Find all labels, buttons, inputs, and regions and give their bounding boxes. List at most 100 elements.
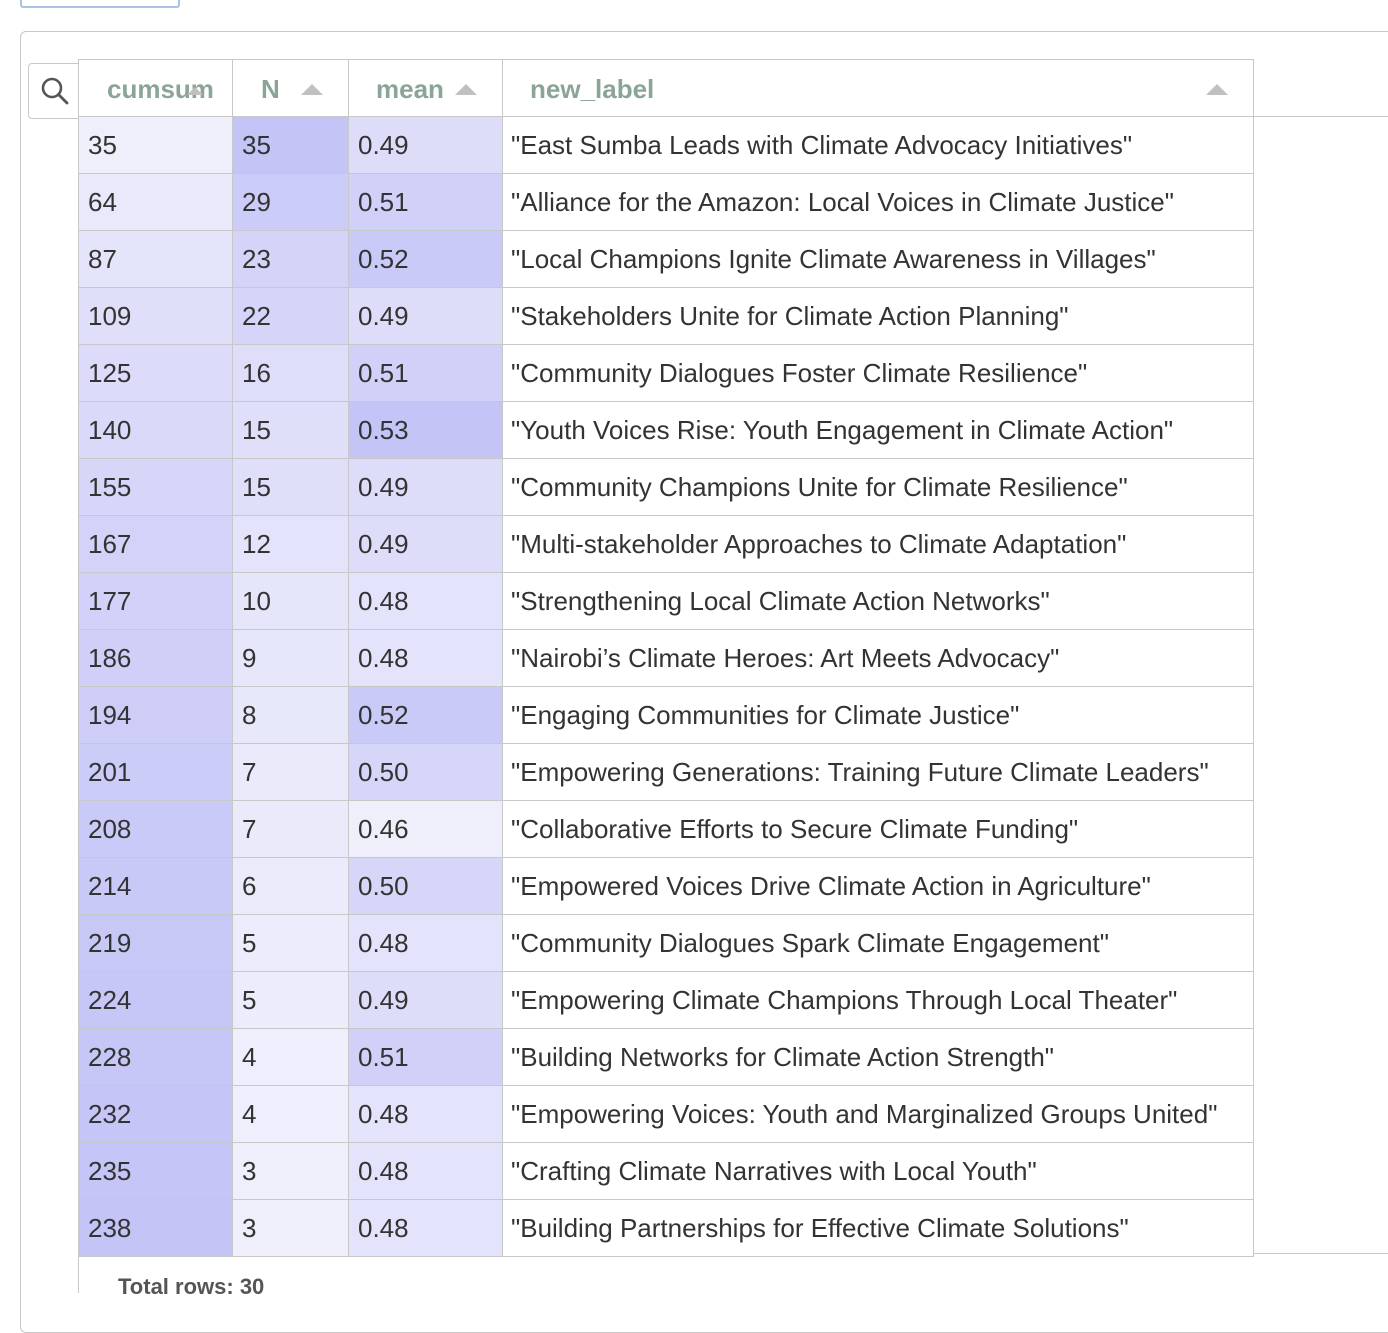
table-row: 214 6 0.50 "Empowered Voices Drive Climate … — [78, 857, 1254, 915]
cell-mean: 0.53 — [348, 401, 503, 459]
top-action-button[interactable] — [20, 0, 180, 8]
cell-new-label: "East Sumba Leads with Climate Advocacy … — [502, 116, 1254, 174]
cell-cumsum: 224 — [78, 971, 233, 1029]
cell-n: 16 — [232, 344, 349, 402]
cell-cumsum: 228 — [78, 1028, 233, 1086]
cell-cumsum: 64 — [78, 173, 233, 231]
cell-cumsum: 238 — [78, 1199, 233, 1257]
table-row: 238 3 0.48 "Building Partnerships for Effec… — [78, 1199, 1254, 1257]
cell-n: 3 — [232, 1142, 349, 1200]
cell-new-label: "Alliance for the Amazon: Local Voices i… — [502, 173, 1254, 231]
cell-cumsum: 186 — [78, 629, 233, 687]
cell-n: 5 — [232, 914, 349, 972]
cell-n: 23 — [232, 230, 349, 288]
cell-new-label: "Empowering Climate Champions Through Lo… — [502, 971, 1254, 1029]
column-header-label: N — [261, 74, 280, 104]
cell-n: 12 — [232, 515, 349, 573]
cell-n: 9 — [232, 629, 349, 687]
table-row: 235 3 0.48 "Crafting Climate Narratives wit… — [78, 1142, 1254, 1200]
column-header-n[interactable]: N — [232, 59, 349, 117]
total-rows-label: Total rows: 30 — [118, 1274, 265, 1299]
table-row: 177 10 0.48 "Strengthening Local Climate Ac… — [78, 572, 1254, 630]
column-header-cumsum[interactable]: cumsum — [78, 59, 233, 117]
table-row: 87 23 0.52 "Local Champions Ignite Climate … — [78, 230, 1254, 288]
cell-mean: 0.51 — [348, 344, 503, 402]
table-row: 228 4 0.51 "Building Networks for Climate A… — [78, 1028, 1254, 1086]
sort-ascending-icon[interactable] — [1206, 84, 1228, 95]
cell-cumsum: 208 — [78, 800, 233, 858]
cell-mean: 0.52 — [348, 230, 503, 288]
cell-mean: 0.51 — [348, 173, 503, 231]
cell-new-label: "Engaging Communities for Climate Justic… — [502, 686, 1254, 744]
cell-mean: 0.49 — [348, 971, 503, 1029]
cell-cumsum: 125 — [78, 344, 233, 402]
cell-new-label: "Building Partnerships for Effective Cli… — [502, 1199, 1254, 1257]
cell-new-label: "Empowering Voices: Youth and Marginaliz… — [502, 1085, 1254, 1143]
sort-ascending-icon[interactable] — [455, 84, 477, 95]
cell-new-label: "Youth Voices Rise: Youth Engagement in … — [502, 401, 1254, 459]
cell-mean: 0.48 — [348, 1199, 503, 1257]
cell-n: 4 — [232, 1028, 349, 1086]
cell-n: 5 — [232, 971, 349, 1029]
data-table: cumsum N mean new_label 35 35 0.49 "East Su… — [78, 59, 1254, 1257]
table-row: 201 7 0.50 "Empowering Generations: Trainin… — [78, 743, 1254, 801]
cell-new-label: "Empowering Generations: Training Future… — [502, 743, 1254, 801]
cell-mean: 0.49 — [348, 287, 503, 345]
cell-new-label: "Community Dialogues Spark Climate Engag… — [502, 914, 1254, 972]
cell-new-label: "Local Champions Ignite Climate Awarenes… — [502, 230, 1254, 288]
table-row: 208 7 0.46 "Collaborative Efforts to Secure… — [78, 800, 1254, 858]
cell-cumsum: 140 — [78, 401, 233, 459]
cell-mean: 0.49 — [348, 458, 503, 516]
cell-n: 7 — [232, 800, 349, 858]
cell-cumsum: 177 — [78, 572, 233, 630]
table-body: 35 35 0.49 "East Sumba Leads with Climate A… — [78, 116, 1254, 1257]
cell-new-label: "Crafting Climate Narratives with Local … — [502, 1142, 1254, 1200]
table-header-row: cumsum N mean new_label — [78, 59, 1254, 117]
cell-cumsum: 219 — [78, 914, 233, 972]
table-row: 125 16 0.51 "Community Dialogues Foster Cli… — [78, 344, 1254, 402]
table-left-edge — [78, 1253, 79, 1293]
column-header-label: mean — [376, 74, 444, 104]
table-row: 194 8 0.52 "Engaging Communities for Climat… — [78, 686, 1254, 744]
cell-n: 4 — [232, 1085, 349, 1143]
cell-n: 10 — [232, 572, 349, 630]
cell-new-label: "Nairobi’s Climate Heroes: Art Meets Adv… — [502, 629, 1254, 687]
cell-new-label: "Strengthening Local Climate Action Netw… — [502, 572, 1254, 630]
cell-cumsum: 35 — [78, 116, 233, 174]
table-row: 186 9 0.48 "Nairobi’s Climate Heroes: Art M… — [78, 629, 1254, 687]
column-header-label: new_label — [530, 74, 655, 104]
column-header-new-label[interactable]: new_label — [502, 59, 1254, 117]
data-table-container: cumsum N mean new_label 35 35 0.49 "East Su… — [78, 59, 1254, 1257]
cell-mean: 0.52 — [348, 686, 503, 744]
cell-n: 8 — [232, 686, 349, 744]
cell-new-label: "Building Networks for Climate Action St… — [502, 1028, 1254, 1086]
search-icon — [41, 77, 69, 105]
table-row: 109 22 0.49 "Stakeholders Unite for Climate… — [78, 287, 1254, 345]
column-header-mean[interactable]: mean — [348, 59, 503, 117]
cell-cumsum: 155 — [78, 458, 233, 516]
table-row: 232 4 0.48 "Empowering Voices: Youth and Ma… — [78, 1085, 1254, 1143]
cell-new-label: "Stakeholders Unite for Climate Action P… — [502, 287, 1254, 345]
cell-cumsum: 232 — [78, 1085, 233, 1143]
cell-new-label: "Empowered Voices Drive Climate Action i… — [502, 857, 1254, 915]
cell-n: 29 — [232, 173, 349, 231]
cell-cumsum: 109 — [78, 287, 233, 345]
cell-cumsum: 167 — [78, 515, 233, 573]
table-row: 219 5 0.48 "Community Dialogues Spark Clima… — [78, 914, 1254, 972]
cell-n: 35 — [232, 116, 349, 174]
cell-cumsum: 194 — [78, 686, 233, 744]
cell-mean: 0.50 — [348, 743, 503, 801]
search-button[interactable] — [28, 63, 82, 119]
sort-ascending-icon[interactable] — [187, 87, 203, 95]
cell-new-label: "Collaborative Efforts to Secure Climate… — [502, 800, 1254, 858]
cell-mean: 0.48 — [348, 1142, 503, 1200]
cell-mean: 0.46 — [348, 800, 503, 858]
cell-mean: 0.48 — [348, 914, 503, 972]
cell-cumsum: 201 — [78, 743, 233, 801]
cell-new-label: "Multi-stakeholder Approaches to Climate… — [502, 515, 1254, 573]
sort-ascending-icon[interactable] — [301, 84, 323, 95]
cell-mean: 0.49 — [348, 515, 503, 573]
table-row: 224 5 0.49 "Empowering Climate Champions Th… — [78, 971, 1254, 1029]
table-row: 155 15 0.49 "Community Champions Unite for … — [78, 458, 1254, 516]
cell-new-label: "Community Dialogues Foster Climate Resi… — [502, 344, 1254, 402]
